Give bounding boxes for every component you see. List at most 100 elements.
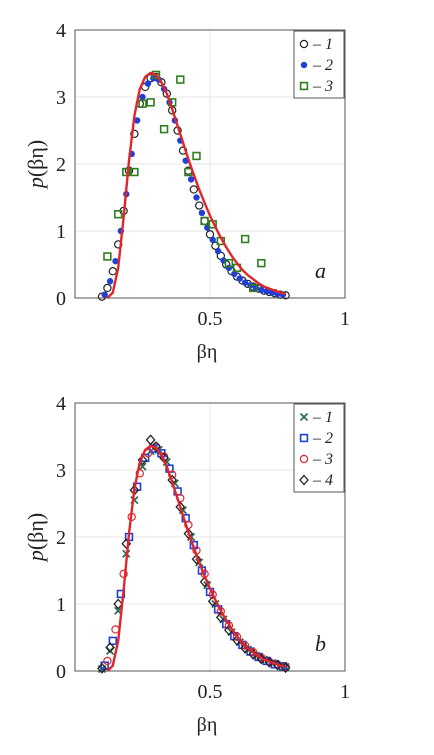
data-point [224, 258, 234, 268]
y-tick-label: 1 [56, 594, 66, 616]
data-point [137, 454, 148, 466]
data-point [211, 241, 220, 250]
data-point [209, 236, 216, 243]
y-tick-label: 1 [56, 221, 66, 243]
data-point [106, 278, 114, 285]
data-point [258, 286, 265, 294]
data-point [103, 656, 112, 666]
plot-frame [74, 29, 346, 299]
legend-marker [299, 39, 309, 49]
legend-entry-label: – 2 [312, 57, 333, 74]
data-point [216, 607, 225, 616]
panel-label: a [315, 258, 326, 283]
data-point [146, 98, 155, 107]
y-axis-label-func: p [23, 550, 48, 563]
data-point [138, 99, 147, 108]
x-tick-label: 1 [340, 308, 350, 330]
data-point [225, 264, 233, 272]
fit-curve [106, 71, 286, 299]
data-point [249, 283, 258, 293]
data-point [114, 210, 123, 219]
data-point [113, 598, 124, 610]
data-point [194, 201, 204, 210]
data-point [198, 209, 206, 217]
y-axis-label: p(βη) [23, 140, 48, 190]
panel-a: 0 1 2 3 4 0.5 1 βη p(βη) a – 1 – 2 – 3 [23, 20, 350, 363]
legend-box [293, 30, 345, 99]
y-tick-label: 4 [56, 20, 66, 42]
data-point [119, 569, 128, 579]
legend-entry-label: – 1 [312, 36, 333, 53]
data-point [257, 258, 266, 268]
y-axis-label-arg: (βη) [23, 513, 48, 550]
legend-marker [299, 412, 309, 422]
legend-entry-label: – 4 [312, 472, 333, 489]
data-point [103, 252, 112, 261]
data-point [208, 590, 217, 599]
legend-entry-label: – 2 [312, 430, 333, 447]
legend: – 1 – 2 – 3 [293, 30, 345, 99]
data-point [175, 501, 186, 513]
data-point [191, 553, 202, 565]
data-point [240, 641, 250, 650]
x-tick-label: 1 [340, 681, 350, 703]
data-point [263, 288, 270, 295]
data-point [205, 230, 215, 239]
data-point [236, 275, 243, 282]
data-point [145, 434, 156, 446]
legend-entry-label: – 1 [312, 409, 333, 426]
legend-marker [300, 61, 308, 69]
data-point [187, 176, 195, 183]
data-point [103, 283, 112, 293]
y-tick-label: 0 [56, 661, 66, 683]
data-point [248, 648, 258, 657]
data-point [105, 642, 115, 654]
data-point [241, 279, 249, 286]
data-point [130, 167, 139, 177]
y-tick-label: 4 [56, 393, 66, 415]
legend-marker [299, 454, 309, 464]
data-point [159, 124, 169, 134]
data-point [224, 621, 234, 630]
data-point [193, 194, 200, 201]
legend-entry-label: – 3 [312, 451, 333, 468]
data-point [192, 151, 201, 161]
plot-frame [74, 402, 346, 672]
legend-marker [299, 474, 309, 486]
legend-marker [299, 433, 309, 443]
y-axis-label-arg: (βη) [23, 140, 48, 177]
fit-curve [106, 444, 286, 672]
data-point [240, 234, 250, 244]
y-tick-label: 3 [56, 87, 66, 109]
data-point [122, 167, 131, 177]
y-tick-label: 0 [56, 288, 66, 310]
x-axis-label: βη [197, 341, 218, 363]
data-point [108, 267, 118, 276]
panel-b: 0 1 2 3 4 0.5 1 βη p(βη) b – 1 – 2 – 3 – 4 [23, 393, 350, 736]
data-point [133, 117, 141, 124]
legend: – 1 – 2 – 3 – 4 [293, 403, 345, 493]
data-point [135, 469, 144, 478]
data-point [200, 216, 209, 226]
y-axis-label-func: p [23, 177, 48, 190]
y-tick-label: 2 [56, 527, 66, 549]
data-point [189, 185, 198, 194]
data-point [101, 291, 108, 298]
data-point [144, 80, 152, 87]
y-axis-label: p(βη) [23, 513, 48, 563]
data-point [112, 257, 119, 265]
x-axis-label: βη [197, 714, 218, 736]
legend-marker [299, 81, 309, 91]
data-point [231, 270, 238, 278]
x-tick-label: 0.5 [198, 681, 223, 703]
data-point [183, 528, 194, 540]
data-point [97, 662, 107, 674]
data-point [232, 632, 242, 642]
data-point [176, 75, 185, 84]
legend-entry-label: – 3 [312, 78, 333, 95]
data-point [108, 636, 118, 646]
data-point [214, 247, 222, 255]
panel-label: b [315, 631, 326, 656]
data-point [130, 129, 139, 139]
